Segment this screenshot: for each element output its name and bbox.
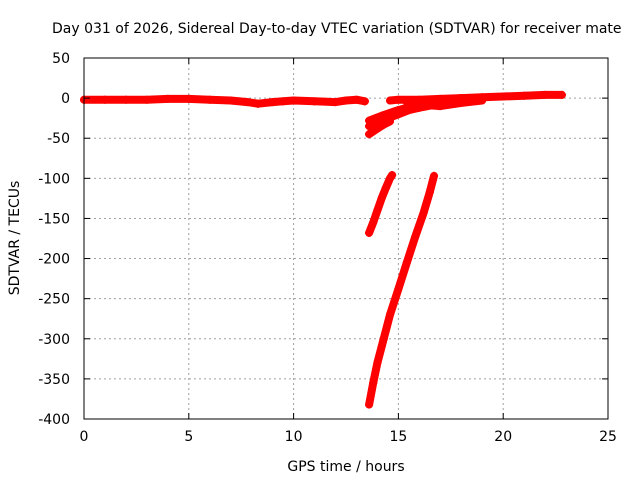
data-point	[377, 111, 386, 120]
x-tick-label: 0	[80, 429, 89, 445]
y-tick-label: -50	[47, 131, 70, 147]
data-series-layer	[80, 90, 566, 409]
data-point	[388, 171, 397, 180]
x-tick-label: 15	[389, 429, 407, 445]
data-point	[541, 90, 550, 99]
data-series-trace	[365, 117, 394, 139]
data-point	[369, 378, 378, 387]
data-point	[379, 120, 388, 129]
data-point	[342, 96, 350, 105]
data-point	[205, 95, 214, 104]
y-tick-label: -400	[38, 412, 70, 428]
data-point	[394, 106, 403, 115]
data-point	[386, 117, 395, 126]
data-point	[226, 96, 235, 105]
data-point	[184, 94, 193, 103]
data-point	[394, 95, 403, 104]
data-point	[457, 98, 466, 107]
data-point	[360, 97, 369, 106]
data-point	[419, 208, 428, 217]
y-tick-label: -150	[38, 211, 70, 227]
data-point	[386, 96, 395, 105]
data-point	[379, 334, 388, 343]
x-tick-label: 10	[285, 429, 303, 445]
data-point	[121, 95, 130, 104]
data-point	[377, 194, 386, 203]
data-point	[425, 187, 434, 196]
data-point	[310, 97, 319, 106]
data-point	[163, 94, 172, 103]
data-point	[243, 98, 252, 107]
y-tick-label: 50	[52, 51, 70, 67]
x-axis-label: GPS time / hours	[287, 459, 404, 475]
data-point	[430, 171, 439, 180]
data-point	[365, 116, 374, 125]
x-tick-label: 5	[184, 429, 193, 445]
data-point	[402, 98, 411, 107]
x-tick-label: 25	[599, 429, 617, 445]
axis-ticks: 0 5 10 15 20 25 50 0 -50 -100 -150 -200 -250 -300 -350…	[38, 51, 617, 445]
data-point	[394, 285, 403, 294]
data-point	[478, 96, 487, 105]
data-point	[268, 98, 277, 107]
grid-lines	[84, 58, 608, 419]
data-point	[365, 400, 374, 409]
data-point	[411, 232, 420, 241]
data-point	[557, 90, 566, 99]
data-point	[279, 97, 288, 106]
y-tick-label: -350	[38, 372, 70, 388]
y-tick-label: -300	[38, 332, 70, 348]
data-point	[365, 228, 374, 237]
data-point	[289, 96, 298, 105]
y-tick-label: -100	[38, 171, 70, 187]
data-point	[415, 100, 424, 109]
data-point	[499, 92, 508, 101]
data-point	[369, 218, 378, 227]
data-point	[373, 206, 382, 215]
data-point	[373, 124, 382, 133]
data-point	[352, 95, 361, 104]
data-point	[381, 183, 390, 192]
chart-title: Day 031 of 2026, Sidereal Day-to-day VTE…	[52, 21, 622, 37]
data-point	[142, 95, 151, 104]
y-axis-label: SDTVAR / TECUs	[7, 181, 23, 296]
data-point	[402, 258, 411, 267]
y-tick-label: -200	[38, 252, 70, 268]
data-point	[436, 102, 445, 111]
y-tick-label: -250	[38, 292, 70, 308]
data-point	[253, 99, 262, 108]
data-point	[386, 310, 395, 319]
data-point	[365, 130, 374, 139]
data-point	[373, 358, 382, 367]
data-point	[100, 95, 109, 104]
data-point	[520, 91, 529, 100]
data-point	[331, 98, 340, 107]
plot-frame	[83, 57, 609, 420]
x-tick-label: 20	[494, 429, 512, 445]
y-tick-label: 0	[61, 91, 70, 107]
